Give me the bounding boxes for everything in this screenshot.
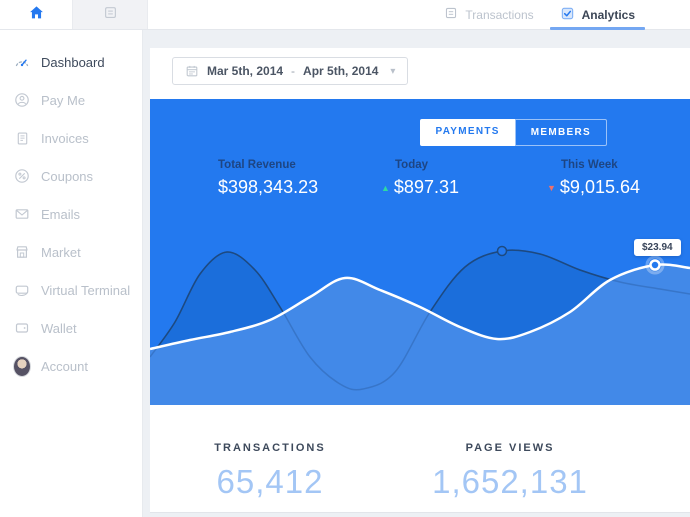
date-range-picker[interactable]: Mar 5th, 2014 - Apr 5th, 2014 ▾ [172, 57, 409, 85]
sidebar-item-pay-me[interactable]: Pay Me [0, 81, 142, 119]
topbar-spacer [148, 0, 431, 29]
stat-this-week: This Week ▼ $9,015.64 [547, 159, 640, 198]
sidebar-item-virtual-terminal[interactable]: Virtual Terminal [0, 271, 142, 309]
sidebar: Dashboard Pay Me Invoices Coupons Emails… [0, 30, 143, 517]
payments-toggle-button[interactable]: PAYMENTS [420, 119, 515, 146]
avatar [13, 355, 31, 377]
sidebar-item-label: Emails [41, 206, 81, 222]
page-views-value: 1,652,131 [432, 463, 588, 500]
caret-down-icon: ▾ [390, 65, 396, 77]
footer-stats: TRANSACTIONS 65,412 PAGE VIEWS 1,652,131 [150, 405, 690, 501]
sidebar-item-label: Market [41, 244, 81, 260]
stat-today: Today ▲ $897.31 [381, 159, 459, 198]
tab-analytics[interactable]: Analytics [547, 0, 648, 30]
gauge-icon [13, 54, 31, 70]
sidebar-item-dashboard[interactable]: Dashboard [0, 43, 142, 81]
trend-up-icon: ▲ [381, 183, 390, 193]
stat-total-revenue: Total Revenue $398,343.23 [218, 159, 318, 198]
sidebar-item-coupons[interactable]: Coupons [0, 157, 142, 195]
sidebar-item-market[interactable]: Market [0, 233, 142, 271]
sidebar-item-label: Pay Me [41, 92, 86, 108]
wallet-icon [13, 320, 31, 336]
envelope-icon [13, 206, 31, 222]
stat-amount: $9,015.64 [559, 177, 640, 197]
sidebar-item-label: Dashboard [41, 54, 105, 70]
sidebar-item-label: Virtual Terminal [41, 282, 131, 298]
sidebar-item-wallet[interactable]: Wallet [0, 309, 142, 347]
revenue-chart [150, 245, 690, 405]
analytics-panel: PAYMENTS MEMBERS Total Revenue $398,343.… [150, 99, 690, 405]
page-views-label: PAGE VIEWS [465, 442, 555, 454]
stat-value: $398,343.23 [218, 177, 319, 197]
user-circle-icon [13, 92, 31, 108]
sidebar-item-label: Wallet [41, 320, 77, 336]
analytics-check-icon [560, 6, 575, 24]
topbar: Transactions Analytics [0, 0, 690, 30]
date-range-end: Apr 5th, 2014 [303, 64, 379, 78]
sidebar-item-account[interactable]: Account [0, 347, 142, 385]
content-card: Mar 5th, 2014 - Apr 5th, 2014 ▾ PAYMENTS… [150, 48, 690, 513]
stat-label: Today [395, 159, 429, 171]
tab-transactions[interactable]: Transactions [431, 0, 546, 29]
invoice-icon [13, 131, 31, 146]
transactions-doc-icon [444, 6, 458, 23]
percent-circle-icon [13, 168, 31, 184]
payments-members-toggle: PAYMENTS MEMBERS [420, 119, 607, 146]
home-button[interactable] [0, 0, 72, 29]
sidebar-item-label: Account [41, 358, 88, 374]
sidebar-item-emails[interactable]: Emails [0, 195, 142, 233]
topbar-end-pad [648, 0, 690, 29]
transactions-label: TRANSACTIONS [214, 442, 326, 454]
date-range-separator: - [291, 64, 296, 78]
home-icon [28, 4, 45, 26]
date-range-start: Mar 5th, 2014 [207, 64, 284, 78]
document-tab[interactable] [72, 0, 148, 29]
page-views-stat: PAGE VIEWS 1,652,131 [390, 442, 630, 501]
calendar-icon [185, 64, 199, 78]
transactions-value: 65,412 [216, 463, 324, 500]
sidebar-item-label: Invoices [41, 130, 89, 146]
members-toggle-button[interactable]: MEMBERS [514, 119, 607, 146]
sidebar-item-label: Coupons [41, 168, 94, 184]
trend-down-icon: ▼ [547, 183, 556, 193]
active-tab-underline [549, 27, 645, 30]
store-icon [13, 244, 31, 260]
transactions-stat: TRANSACTIONS 65,412 [150, 442, 390, 501]
stat-amount: $897.31 [393, 177, 459, 197]
card-swipe-icon [13, 282, 31, 298]
tab-transactions-label: Transactions [465, 7, 534, 22]
document-icon [103, 5, 118, 25]
stat-label: Total Revenue [218, 159, 296, 171]
sidebar-item-invoices[interactable]: Invoices [0, 119, 142, 157]
stat-value: ▼ $9,015.64 [547, 177, 640, 198]
chart-tooltip: $23.94 [634, 239, 681, 256]
tab-analytics-label: Analytics [581, 7, 635, 22]
stat-value: ▲ $897.31 [381, 177, 459, 198]
stat-label: This Week [561, 159, 618, 171]
